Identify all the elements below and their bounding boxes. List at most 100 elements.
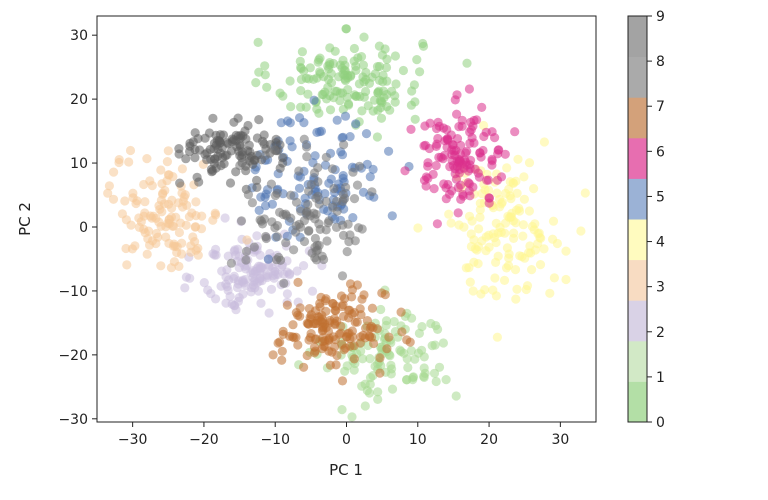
scatter-point-class-7 bbox=[289, 333, 299, 343]
scatter-point-class-3 bbox=[103, 188, 113, 198]
colorbar-ticks: 0 1 2 3 4 5 6 7 8 9 bbox=[647, 9, 665, 431]
scatter-point-class-8 bbox=[209, 158, 219, 169]
y-axis-label: PC 2 bbox=[16, 202, 34, 236]
scatter-point-class-4 bbox=[488, 285, 498, 295]
scatter-point-class-9 bbox=[289, 245, 299, 255]
scatter-point-class-3 bbox=[125, 145, 136, 156]
x-tick-label: 20 bbox=[480, 432, 498, 448]
colorbar-tick-label: 0 bbox=[656, 415, 665, 431]
scatter-point-class-4 bbox=[511, 218, 521, 228]
plot-area bbox=[96, 15, 597, 423]
scatter-point-class-7 bbox=[384, 332, 394, 342]
scatter-point-class-2 bbox=[282, 289, 292, 299]
scatter-point-class-2 bbox=[252, 231, 262, 241]
scatter-point-class-6 bbox=[438, 154, 448, 164]
colorbar-tick-label: 1 bbox=[656, 370, 665, 386]
scatter-point-class-4 bbox=[512, 284, 522, 294]
scatter-point-class-6 bbox=[454, 122, 464, 132]
colorbar-cell-0 bbox=[628, 381, 647, 423]
scatter-point-class-0 bbox=[368, 106, 378, 116]
scatter-point-class-6 bbox=[482, 175, 492, 185]
scatter-point-class-9 bbox=[310, 233, 320, 244]
scatter-point-class-8 bbox=[211, 140, 221, 150]
scatter-point-class-0 bbox=[312, 104, 322, 114]
scatter-point-class-1 bbox=[342, 361, 352, 371]
scatter-point-class-8 bbox=[234, 146, 244, 156]
scatter-point-class-4 bbox=[524, 206, 535, 216]
scatter-point-class-6 bbox=[424, 143, 434, 154]
scatter-point-class-0 bbox=[341, 24, 351, 34]
scatter-point-class-0 bbox=[376, 113, 387, 123]
scatter-point-class-0 bbox=[296, 102, 306, 112]
scatter-point-class-3 bbox=[164, 238, 174, 248]
scatter-point-class-0 bbox=[361, 74, 371, 85]
colorbar-tick-label: 6 bbox=[656, 144, 665, 160]
scatter-point-class-0 bbox=[391, 79, 401, 89]
scatter-point-class-5 bbox=[295, 113, 305, 123]
scatter-point-class-4 bbox=[548, 216, 559, 226]
scatter-point-class-5 bbox=[263, 254, 273, 264]
scatter-point-class-1 bbox=[395, 345, 405, 355]
scatter-point-class-3 bbox=[174, 227, 184, 238]
colorbar-cell-4 bbox=[628, 219, 647, 261]
scatter-point-class-8 bbox=[244, 140, 254, 150]
scatter-point-class-2 bbox=[292, 266, 302, 276]
scatter-point-class-1 bbox=[347, 412, 357, 422]
scatter-point-class-1 bbox=[387, 364, 397, 374]
scatter-point-class-8 bbox=[190, 128, 200, 138]
scatter-point-class-0 bbox=[374, 61, 385, 72]
scatter-point-class-1 bbox=[389, 317, 399, 327]
scatter-point-class-0 bbox=[322, 94, 332, 104]
scatter-point-class-4 bbox=[475, 212, 485, 222]
scatter-point-class-3 bbox=[145, 240, 155, 250]
scatter-point-class-4 bbox=[475, 205, 485, 215]
scatter-point-class-9 bbox=[352, 180, 363, 190]
scatter-point-class-8 bbox=[241, 166, 251, 176]
scatter-point-class-7 bbox=[349, 354, 359, 364]
scatter-point-class-7 bbox=[336, 291, 347, 301]
scatter-point-class-6 bbox=[442, 142, 452, 152]
scatter-point-class-9 bbox=[327, 164, 337, 174]
scatter-point-class-9 bbox=[302, 152, 312, 162]
scatter-point-class-7 bbox=[330, 305, 340, 315]
scatter-point-class-0 bbox=[373, 88, 383, 98]
scatter-point-class-3 bbox=[178, 202, 188, 212]
x-tick-label: −10 bbox=[260, 432, 290, 448]
scatter-point-class-7 bbox=[293, 277, 303, 287]
scatter-point-class-7 bbox=[317, 326, 327, 336]
scatter-point-class-4 bbox=[521, 284, 531, 295]
scatter-point-class-1 bbox=[373, 394, 383, 404]
scatter-point-class-3 bbox=[162, 157, 172, 167]
scatter-point-class-6 bbox=[473, 168, 483, 178]
scatter-point-class-6 bbox=[452, 109, 462, 119]
scatter-point-class-6 bbox=[420, 121, 430, 131]
scatter-point-class-2 bbox=[256, 263, 266, 273]
scatter-point-class-9 bbox=[322, 236, 332, 246]
scatter-point-class-3 bbox=[180, 190, 190, 200]
scatter-point-class-0 bbox=[372, 132, 382, 142]
y-tick-label: 20 bbox=[70, 92, 88, 108]
scatter-point-class-7 bbox=[331, 360, 341, 370]
scatter-point-class-4 bbox=[510, 265, 521, 275]
scatter-point-class-2 bbox=[180, 283, 190, 293]
scatter-point-class-4 bbox=[530, 245, 541, 255]
scatter-point-class-7 bbox=[341, 332, 352, 342]
scatter-point-class-7 bbox=[282, 300, 292, 310]
scatter-point-class-0 bbox=[410, 114, 420, 124]
scatter-point-class-4 bbox=[534, 228, 544, 238]
scatter-point-class-4 bbox=[561, 274, 571, 285]
scatter-point-class-1 bbox=[408, 372, 418, 382]
scatter-point-class-4 bbox=[469, 235, 479, 245]
y-tick-label: 10 bbox=[70, 156, 88, 172]
scatter-point-class-5 bbox=[365, 172, 375, 182]
scatter-point-class-9 bbox=[338, 230, 349, 240]
scatter-point-class-5 bbox=[332, 115, 342, 125]
scatter-point-class-0 bbox=[344, 100, 354, 110]
scatter-point-class-9 bbox=[286, 190, 296, 200]
scatter-point-class-0 bbox=[357, 106, 367, 116]
scatter-point-class-4 bbox=[580, 188, 590, 198]
scatter-point-class-2 bbox=[238, 289, 248, 299]
scatter-point-class-0 bbox=[297, 47, 307, 57]
scatter-point-class-2 bbox=[199, 278, 209, 288]
